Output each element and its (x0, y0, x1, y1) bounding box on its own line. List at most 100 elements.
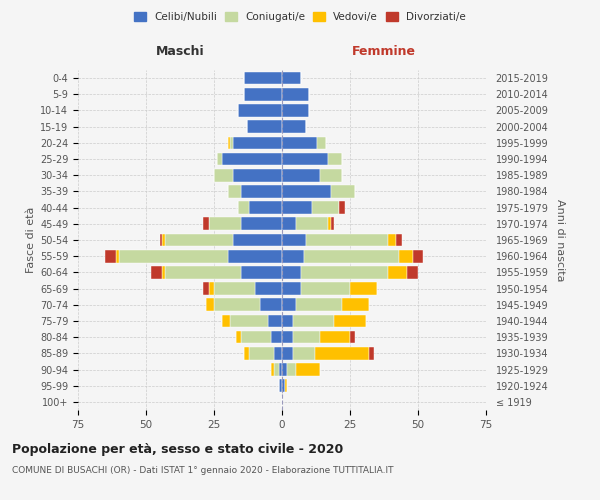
Bar (282, 250, 304, 262)
Bar (282, 152, 328, 166)
Bar (296, 298, 342, 311)
Bar (334, 314, 367, 328)
Text: Maschi: Maschi (155, 45, 205, 58)
Bar (250, 347, 274, 360)
Bar (282, 88, 309, 101)
Bar (227, 185, 241, 198)
Bar (312, 202, 339, 214)
Bar (285, 380, 287, 392)
Bar (119, 250, 227, 262)
Bar (238, 104, 282, 117)
Bar (241, 266, 282, 278)
Bar (165, 266, 241, 278)
Bar (304, 250, 399, 262)
Bar (287, 363, 296, 376)
Bar (227, 250, 282, 262)
Bar (222, 314, 230, 328)
Bar (296, 363, 320, 376)
Bar (236, 331, 241, 344)
Bar (203, 282, 209, 295)
Bar (282, 120, 307, 133)
Bar (230, 136, 233, 149)
Bar (209, 218, 241, 230)
Text: Femmine: Femmine (352, 45, 416, 58)
Bar (301, 266, 388, 278)
Bar (282, 202, 312, 214)
Bar (241, 218, 282, 230)
Bar (279, 363, 282, 376)
Bar (250, 202, 282, 214)
Bar (238, 202, 250, 214)
Bar (244, 88, 282, 101)
Bar (105, 250, 116, 262)
Bar (271, 363, 274, 376)
Bar (222, 152, 282, 166)
Bar (241, 331, 271, 344)
Bar (282, 282, 301, 295)
Bar (282, 185, 331, 198)
Bar (314, 347, 369, 360)
Bar (151, 266, 163, 278)
Text: COMUNE DI BUSACHI (OR) - Dati ISTAT 1° gennaio 2020 - Elaborazione TUTTITALIA.IT: COMUNE DI BUSACHI (OR) - Dati ISTAT 1° g… (12, 466, 394, 475)
Bar (282, 380, 285, 392)
Bar (296, 218, 328, 230)
Y-axis label: Anni di nascita: Anni di nascita (555, 198, 565, 281)
Bar (233, 136, 282, 149)
Bar (214, 169, 233, 181)
Bar (203, 218, 209, 230)
Bar (163, 234, 165, 246)
Bar (282, 169, 320, 181)
Bar (293, 314, 334, 328)
Bar (388, 266, 407, 278)
Bar (247, 120, 282, 133)
Bar (350, 282, 377, 295)
Bar (407, 266, 418, 278)
Bar (274, 363, 279, 376)
Bar (268, 314, 282, 328)
Bar (328, 218, 331, 230)
Bar (399, 250, 413, 262)
Bar (255, 282, 282, 295)
Bar (317, 136, 326, 149)
Bar (396, 234, 401, 246)
Bar (282, 298, 296, 311)
Bar (282, 72, 301, 85)
Bar (293, 347, 314, 360)
Bar (320, 169, 342, 181)
Bar (282, 234, 307, 246)
Bar (282, 363, 287, 376)
Bar (413, 250, 424, 262)
Bar (241, 185, 282, 198)
Bar (279, 380, 282, 392)
Bar (274, 347, 282, 360)
Bar (301, 282, 350, 295)
Bar (282, 136, 317, 149)
Bar (369, 347, 374, 360)
Bar (331, 185, 355, 198)
Bar (214, 282, 255, 295)
Bar (320, 331, 350, 344)
Bar (206, 298, 214, 311)
Bar (244, 72, 282, 85)
Bar (342, 298, 369, 311)
Bar (388, 234, 396, 246)
Bar (160, 234, 163, 246)
Bar (116, 250, 119, 262)
Bar (307, 234, 388, 246)
Bar (214, 298, 260, 311)
Bar (282, 314, 293, 328)
Bar (227, 136, 230, 149)
Bar (230, 314, 268, 328)
Bar (163, 266, 165, 278)
Legend: Celibi/Nubili, Coniugati/e, Vedovi/e, Divorziati/e: Celibi/Nubili, Coniugati/e, Vedovi/e, Di… (130, 8, 470, 26)
Bar (260, 298, 282, 311)
Bar (282, 266, 301, 278)
Bar (293, 331, 320, 344)
Y-axis label: Fasce di età: Fasce di età (26, 207, 36, 273)
Bar (282, 331, 293, 344)
Bar (244, 347, 250, 360)
Bar (328, 152, 342, 166)
Bar (271, 331, 282, 344)
Bar (350, 331, 355, 344)
Text: Popolazione per età, sesso e stato civile - 2020: Popolazione per età, sesso e stato civil… (12, 442, 343, 456)
